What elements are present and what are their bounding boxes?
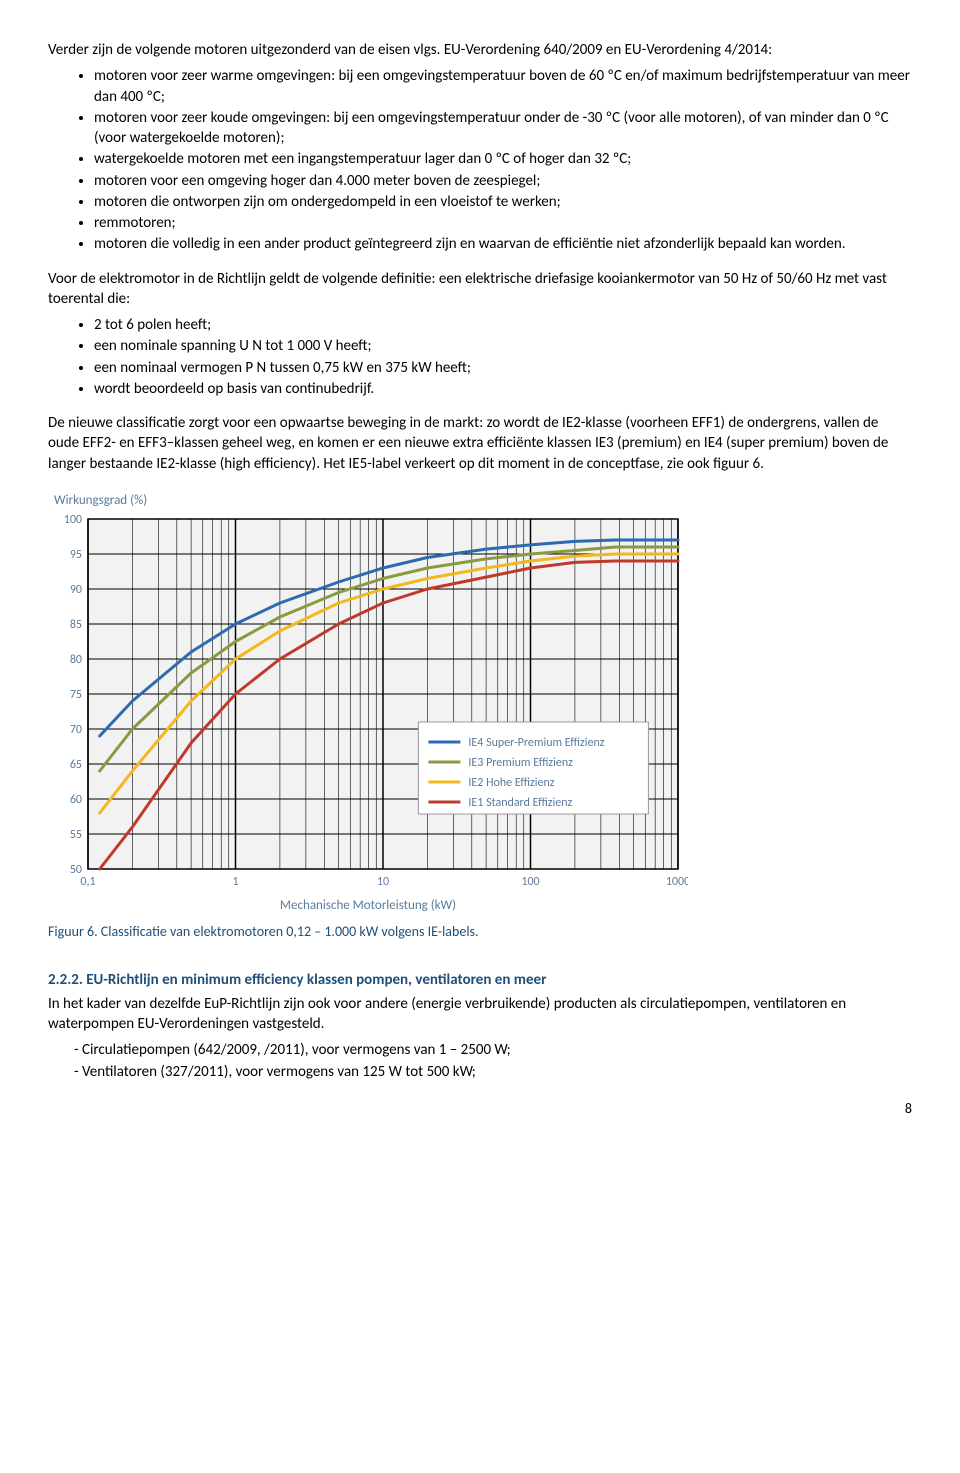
svg-text:55: 55 [70,828,82,842]
exclusion-item: motoren voor zeer koude omgevingen: bij … [94,108,912,149]
chart-y-axis-label: Wirkungsgrad (%) [54,492,912,510]
svg-text:100: 100 [64,513,82,527]
intro-paragraph: Verder zijn de volgende motoren uitgezon… [48,40,912,60]
definition-item: 2 tot 6 polen heeft; [94,315,912,335]
chart-x-axis-label: Mechanische Motorleistung (kW) [48,897,688,915]
exclusion-item: remmotoren; [94,213,912,233]
page-number: 8 [48,1100,912,1119]
definition-item: een nominale spanning U N tot 1 000 V he… [94,336,912,356]
efficiency-chart: Wirkungsgrad (%) 50556065707580859095100… [48,492,912,915]
definition-list: 2 tot 6 polen heeft;een nominale spannin… [48,315,912,399]
svg-text:80: 80 [70,653,82,667]
exclusion-item: motoren die volledig in een ander produc… [94,234,912,254]
exclusion-item: watergekoelde motoren met een ingangstem… [94,149,912,169]
definition-paragraph: Voor de elektromotor in de Richtlijn gel… [48,269,912,310]
section-heading: 2.2.2. EU-Richtlijn en minimum efficienc… [48,970,912,990]
chart-svg: 505560657075808590951000,11101001000IE4 … [48,513,688,893]
exclusion-list: motoren voor zeer warme omgevingen: bij … [48,66,912,254]
svg-text:IE2 Hohe Effizienz: IE2 Hohe Effizienz [468,776,554,790]
svg-text:IE4 Super-Premium Effizienz: IE4 Super-Premium Effizienz [468,736,604,750]
figure-caption: Figuur 6. Classificatie van elektromotor… [48,923,912,942]
svg-text:IE3 Premium Effizienz: IE3 Premium Effizienz [468,756,573,770]
definition-item: een nominaal vermogen P N tussen 0,75 kW… [94,358,912,378]
exclusion-item: motoren voor zeer warme omgevingen: bij … [94,66,912,107]
svg-text:0,1: 0,1 [80,875,95,889]
svg-text:70: 70 [70,723,82,737]
svg-text:1: 1 [232,875,238,889]
svg-text:60: 60 [70,793,82,807]
svg-text:75: 75 [70,688,82,702]
section-item: Ventilatoren (327/2011), voor vermogens … [94,1062,912,1082]
svg-text:85: 85 [70,618,82,632]
svg-text:90: 90 [70,583,82,597]
definition-item: wordt beoordeeld op basis van continubed… [94,379,912,399]
exclusion-item: motoren die ontworpen zijn om ondergedom… [94,192,912,212]
svg-text:65: 65 [70,758,82,772]
classification-paragraph: De nieuwe classificatie zorgt voor een o… [48,413,912,474]
svg-text:10: 10 [377,875,389,889]
svg-text:100: 100 [521,875,539,889]
section-item: Circulatiepompen (642/2009, /2011), voor… [94,1040,912,1060]
section-paragraph: In het kader van dezelfde EuP-Richtlijn … [48,994,912,1035]
svg-text:IE1 Standard Effizienz: IE1 Standard Effizienz [468,796,572,810]
svg-text:1000: 1000 [666,875,688,889]
section-list: Circulatiepompen (642/2009, /2011), voor… [48,1040,912,1082]
svg-text:95: 95 [70,548,82,562]
exclusion-item: motoren voor een omgeving hoger dan 4.00… [94,171,912,191]
